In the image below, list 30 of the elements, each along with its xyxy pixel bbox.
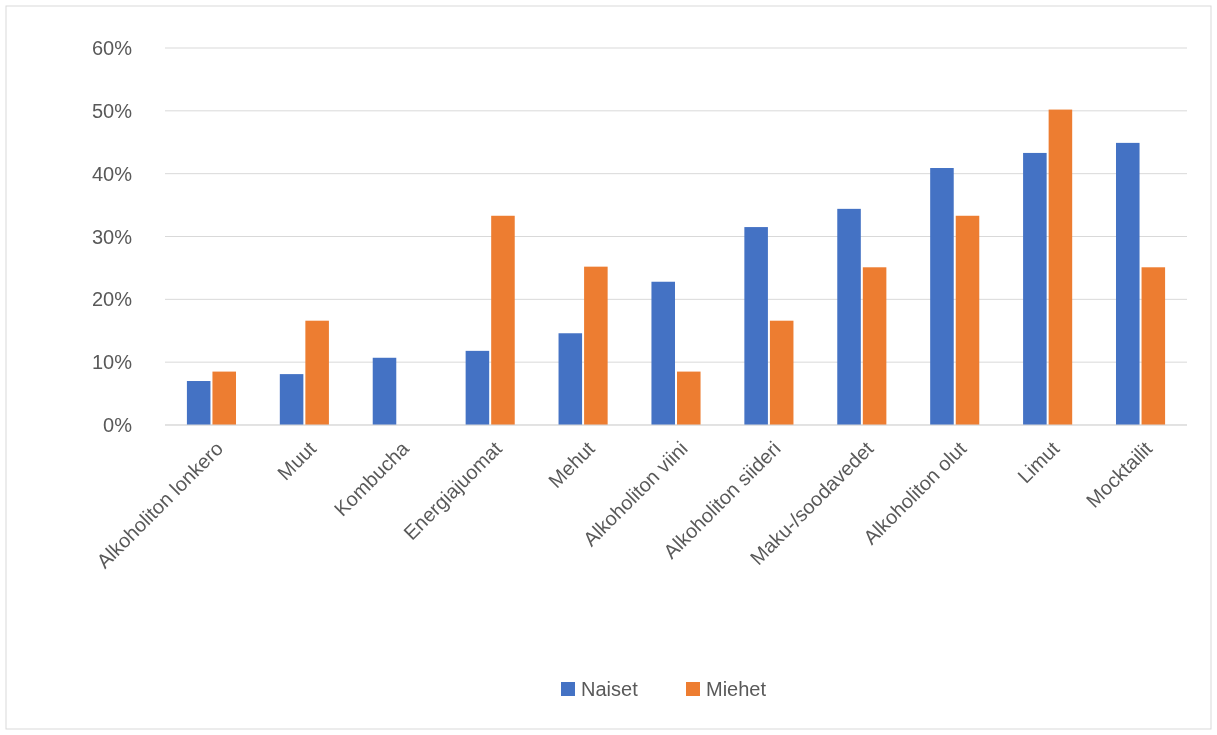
bar — [584, 266, 608, 425]
bar — [212, 371, 237, 425]
legend-label: Miehet — [706, 678, 767, 700]
bar — [1141, 267, 1166, 425]
bar — [651, 281, 675, 425]
bar — [769, 320, 794, 425]
y-tick-label: 50% — [91, 99, 133, 122]
bar — [491, 215, 515, 425]
bar — [1023, 152, 1047, 425]
bar — [1048, 109, 1073, 425]
bar — [930, 168, 954, 425]
y-tick-label: 10% — [91, 351, 133, 374]
y-tick-label: 0% — [103, 414, 133, 436]
bar — [677, 371, 701, 425]
bar — [279, 374, 304, 425]
y-tick-label: 60% — [91, 37, 133, 59]
bar — [1116, 142, 1140, 425]
bar — [744, 227, 768, 425]
bar — [305, 320, 329, 425]
bar — [465, 350, 490, 425]
bar — [186, 381, 211, 425]
bar — [862, 267, 887, 425]
y-tick-label: 30% — [91, 225, 133, 248]
bar — [955, 215, 980, 425]
bar — [372, 357, 397, 425]
y-tick-label: 40% — [91, 162, 133, 185]
bar — [837, 208, 861, 425]
legend-label: Naiset — [581, 678, 639, 700]
bar — [558, 333, 583, 425]
y-tick-label: 20% — [91, 288, 133, 311]
